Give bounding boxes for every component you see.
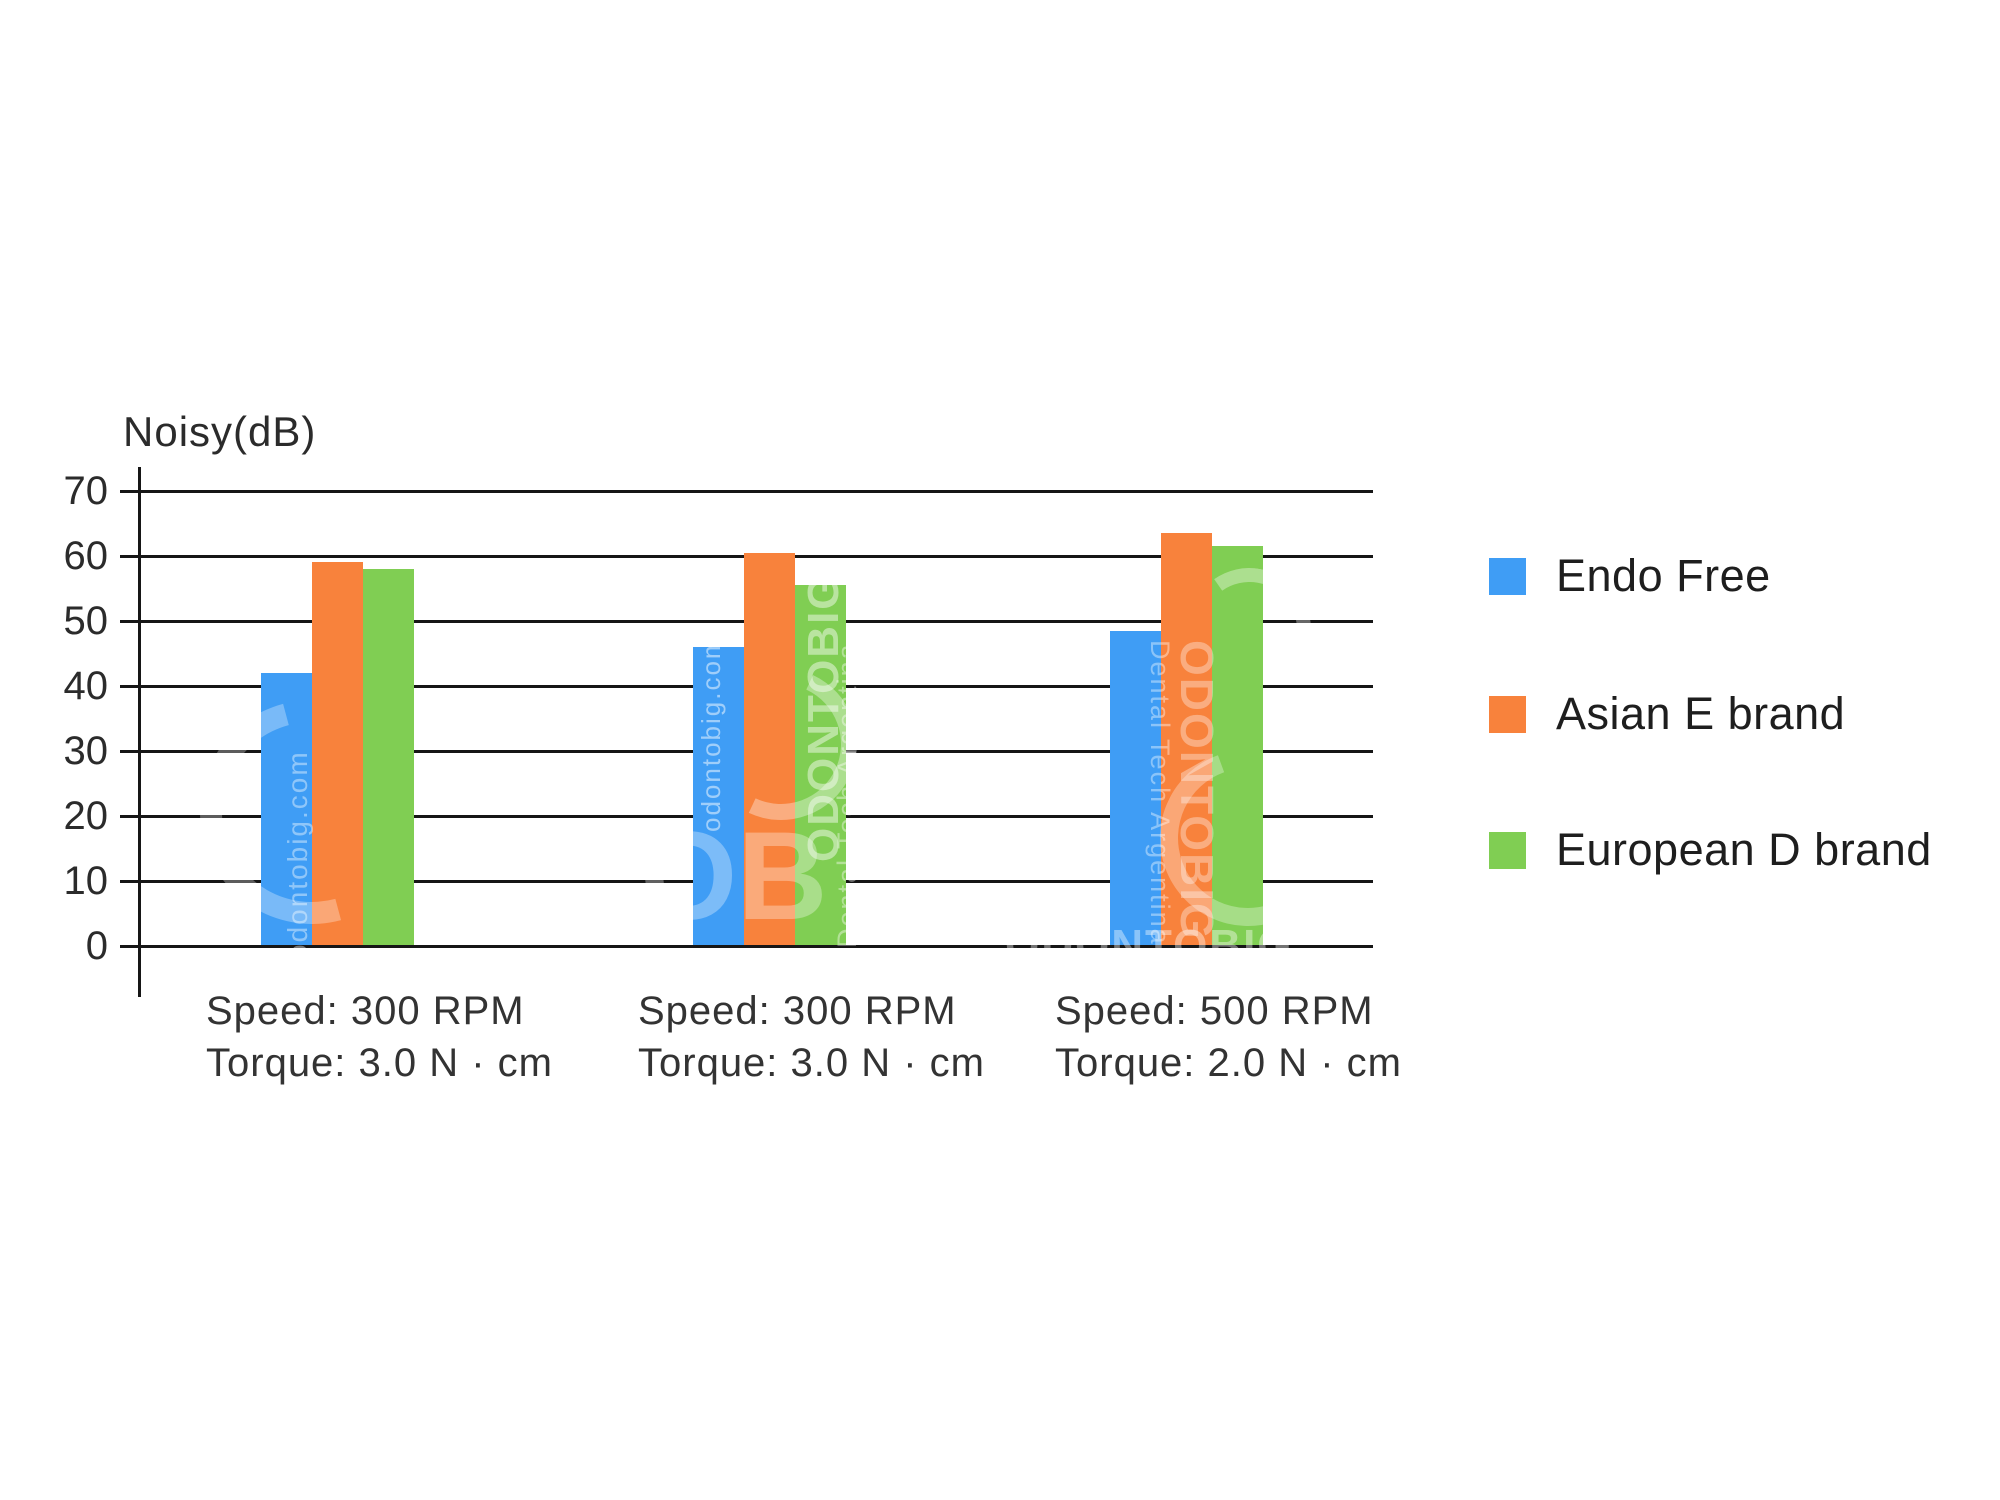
legend-label: European D brand: [1556, 824, 1932, 875]
y-axis-line: [138, 467, 141, 997]
bar-european-d-brand-group2: [795, 585, 846, 946]
gridline-70: [120, 490, 1373, 493]
x-category-line1: Speed: 300 RPM: [638, 989, 957, 1033]
x-category-label-3: Speed: 500 RPM Torque: 2.0 N · cm: [1055, 985, 1402, 1089]
legend-swatch-icon: [1489, 831, 1526, 869]
bar-endo-free-group1: [261, 673, 312, 946]
y-axis-title: Noisy(dB): [123, 408, 317, 455]
legend-item-endo-free: Endo Free: [1489, 550, 1771, 601]
bar-endo-free-group2: [693, 647, 744, 946]
gridline-0: [120, 945, 1373, 948]
x-category-line2: Torque: 2.0 N · cm: [1055, 1041, 1403, 1085]
legend-label: Asian E brand: [1556, 688, 1846, 739]
x-category-line1: Speed: 300 RPM: [206, 989, 525, 1033]
x-category-label-2: Speed: 300 RPM Torque: 3.0 N · cm: [638, 985, 985, 1089]
ytick-label-40: 40: [63, 664, 109, 708]
legend-item-asian-e-brand: Asian E brand: [1489, 688, 1846, 739]
ytick-label-60: 60: [63, 534, 109, 578]
bar-european-d-brand-group1: [363, 569, 414, 946]
x-category-line2: Torque: 3.0 N · cm: [638, 1041, 986, 1085]
bar-asian-e-brand-group3: [1161, 533, 1212, 946]
x-category-line1: Speed: 500 RPM: [1055, 989, 1374, 1033]
bar-asian-e-brand-group2: [744, 553, 795, 946]
bar-asian-e-brand-group1: [312, 562, 363, 946]
legend-item-european-d-brand: European D brand: [1489, 824, 1932, 875]
ytick-label-10: 10: [63, 859, 109, 903]
bar-endo-free-group3: [1110, 631, 1161, 946]
ytick-label-50: 50: [63, 599, 109, 643]
x-category-label-1: Speed: 300 RPM Torque: 3.0 N · cm: [206, 985, 553, 1089]
legend-label: Endo Free: [1556, 550, 1771, 601]
legend-swatch-icon: [1489, 557, 1526, 595]
ytick-label-20: 20: [63, 794, 109, 838]
bar-european-d-brand-group3: [1212, 546, 1263, 946]
ytick-label-0: 0: [85, 924, 108, 968]
ytick-label-70: 70: [63, 469, 109, 513]
ytick-label-30: 30: [63, 729, 109, 773]
legend-swatch-icon: [1489, 695, 1526, 733]
x-category-line2: Torque: 3.0 N · cm: [206, 1041, 554, 1085]
